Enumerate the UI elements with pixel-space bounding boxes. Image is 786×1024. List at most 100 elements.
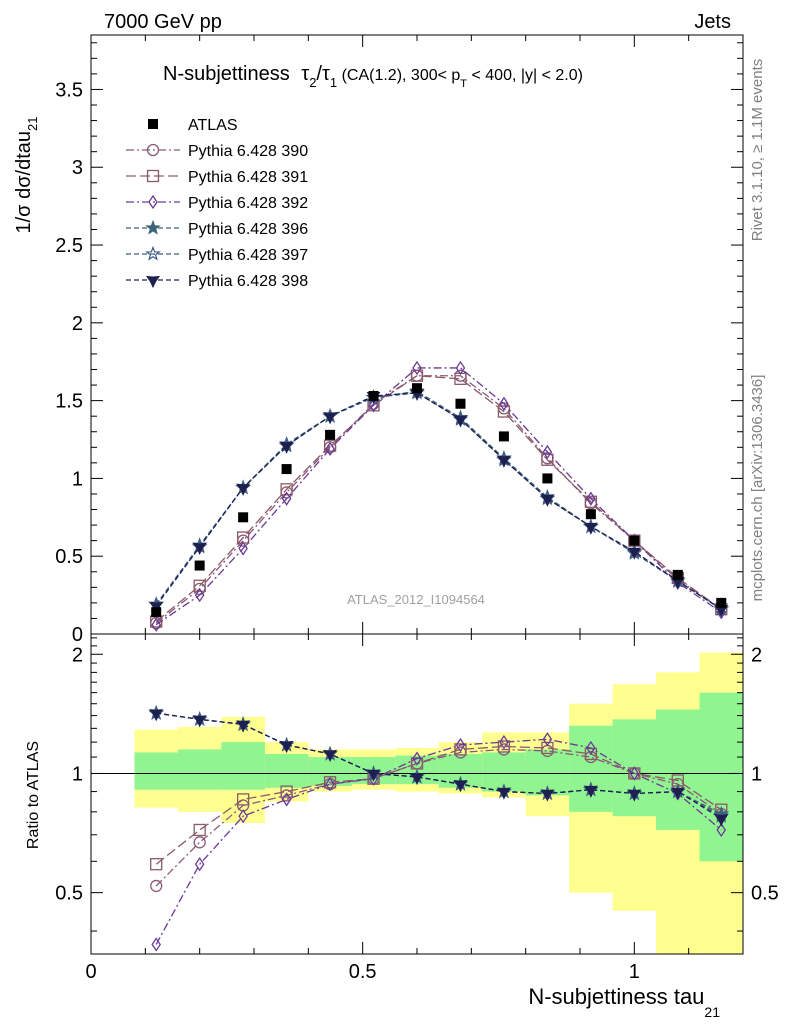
title-sub2: 2 [309, 75, 316, 90]
ratio-series-1-point [150, 879, 163, 893]
y-axis-label: 1/σ dσ/dtau21 [13, 117, 40, 234]
atlas-data-point [238, 512, 249, 523]
atlas-data-point [716, 597, 727, 608]
ratio-series-3-point [238, 809, 248, 824]
legend-entry-5: Pythia 6.428 397 [126, 245, 308, 264]
series-6-point [322, 412, 338, 425]
ratio-series-2-point [280, 785, 293, 798]
legend-marker [145, 245, 161, 261]
atlas-data-point [368, 390, 379, 401]
legend-marker [148, 194, 158, 210]
ratio-series-line-6 [156, 712, 722, 819]
legend-label: Pythia 6.428 397 [188, 247, 308, 264]
series-3-point [499, 396, 509, 411]
ratio-series-3-point [151, 937, 161, 952]
ratio-series-3-point [629, 766, 640, 781]
series-3-point [151, 617, 161, 632]
ratio-panel: 0 0.5 1 0.5 0.5 1 1 2 2 [55, 633, 779, 983]
main-y-tick-label: 3 [72, 157, 83, 179]
ratio-series-3-point [194, 857, 205, 872]
rivet-version-label: Rivet 3.1.10, ≥ 1.1M events [749, 59, 766, 242]
main-y-tick-label: 2.5 [55, 235, 83, 257]
x-axis-label-sub: 21 [704, 1004, 720, 1020]
legend-label: Pythia 6.428 398 [188, 273, 308, 290]
ratio-band-green [221, 742, 265, 790]
main-panel: 0 0.5 1 1.5 2 2.5 3 3.5 [55, 34, 744, 646]
legend-atlas-label: ATLAS [188, 117, 238, 134]
main-y-tick-label: 3.5 [55, 79, 83, 101]
ratio-series-6-point [540, 789, 555, 802]
ratio-series-3-point [412, 751, 422, 766]
legend-entry-2: Pythia 6.428 391 [126, 169, 308, 186]
title-tau2: τ [301, 63, 309, 85]
main-y-tick-label: 1.5 [55, 391, 83, 413]
ratio-y-tick-label: 1 [72, 763, 83, 785]
legend-marker [145, 219, 161, 235]
ratio-y-axis-label: Ratio to ATLAS [25, 741, 42, 849]
main-y-tick-label: 0 [72, 624, 83, 646]
main-y-tick-label: 0.5 [55, 546, 83, 568]
atlas-data-point [325, 429, 336, 440]
atlas-data-point [412, 383, 422, 394]
ratio-series-2-point [323, 776, 337, 789]
ratio-y-tick-label: 0.5 [55, 883, 83, 905]
series-line-4 [155, 390, 722, 610]
atlas-data-point [542, 473, 553, 484]
atlas-data-point [455, 398, 466, 409]
ratio-band-green [656, 709, 700, 830]
x-tick-label: 0.5 [349, 961, 377, 983]
ratio-series-line-2 [155, 745, 722, 865]
series-2-point [497, 405, 511, 418]
main-y-tick-label: 1 [72, 468, 83, 490]
series-2-point [280, 483, 293, 496]
legend-label: Pythia 6.428 390 [188, 143, 308, 160]
series-2-point [584, 495, 598, 508]
series-2-point [323, 439, 337, 452]
ratio-series-6-point [192, 715, 207, 728]
x-tick-label: 1 [629, 961, 640, 983]
series-3-point [238, 541, 248, 556]
ratio-series-line-3 [155, 738, 722, 945]
series-3-point [542, 444, 553, 460]
ratio-series-3-point [499, 734, 509, 750]
x-axis-label: N-subjettiness tau21 [528, 984, 720, 1020]
ratio-series-3-point [325, 776, 335, 792]
series-6-point [453, 415, 468, 428]
series-6-point [236, 483, 251, 496]
series-2-point [193, 579, 206, 592]
legend-label: Pythia 6.428 391 [188, 169, 308, 186]
mcplots-label: mcplots.cern.ch [arXiv:1306.3436] [749, 375, 766, 602]
series-2-point [410, 369, 424, 382]
energy-label: 7000 GeV pp [104, 11, 222, 33]
atlas-data-point [585, 509, 596, 520]
ratio-series-6-point [409, 772, 425, 786]
ratio-y-tick-label-right: 2 [751, 644, 762, 666]
x-axis-label-main: N-subjettiness tau [528, 984, 704, 1009]
series-6-point [627, 547, 642, 560]
legend-marker [146, 169, 160, 183]
legend-marker [145, 275, 161, 289]
ratio-y-tick-label-right: 0.5 [751, 883, 779, 905]
ratio-series-3-point [586, 740, 596, 756]
y-axis-label-main: 1/σ dσ/dtau [13, 131, 35, 234]
ratio-series-3-point [455, 737, 466, 753]
legend-atlas-marker [148, 119, 158, 129]
series-3-point [368, 398, 379, 413]
series-3-point [194, 587, 205, 603]
legend-marker [146, 143, 160, 157]
legend-entry-4: Pythia 6.428 396 [126, 219, 308, 238]
ratio-series-2-point [497, 740, 511, 753]
atlas-data-point [629, 535, 640, 546]
ratio-series-6-point [366, 769, 381, 782]
ratio-series-1-point [193, 836, 206, 849]
ratio-series-6-point [627, 789, 642, 802]
ratio-series-6-point [236, 720, 251, 733]
ratio-series-line-1 [155, 748, 722, 887]
title-cuts-b: < 400, |y| < 2.0) [467, 67, 583, 84]
category-label: Jets [694, 11, 731, 33]
title-cuts-a: (CA(1.2), 300< p [337, 67, 460, 84]
ratio-series-2-point [150, 858, 163, 871]
ratio-series-6-point [714, 814, 729, 827]
series-6-point [583, 522, 598, 535]
series-line-5 [155, 392, 722, 610]
